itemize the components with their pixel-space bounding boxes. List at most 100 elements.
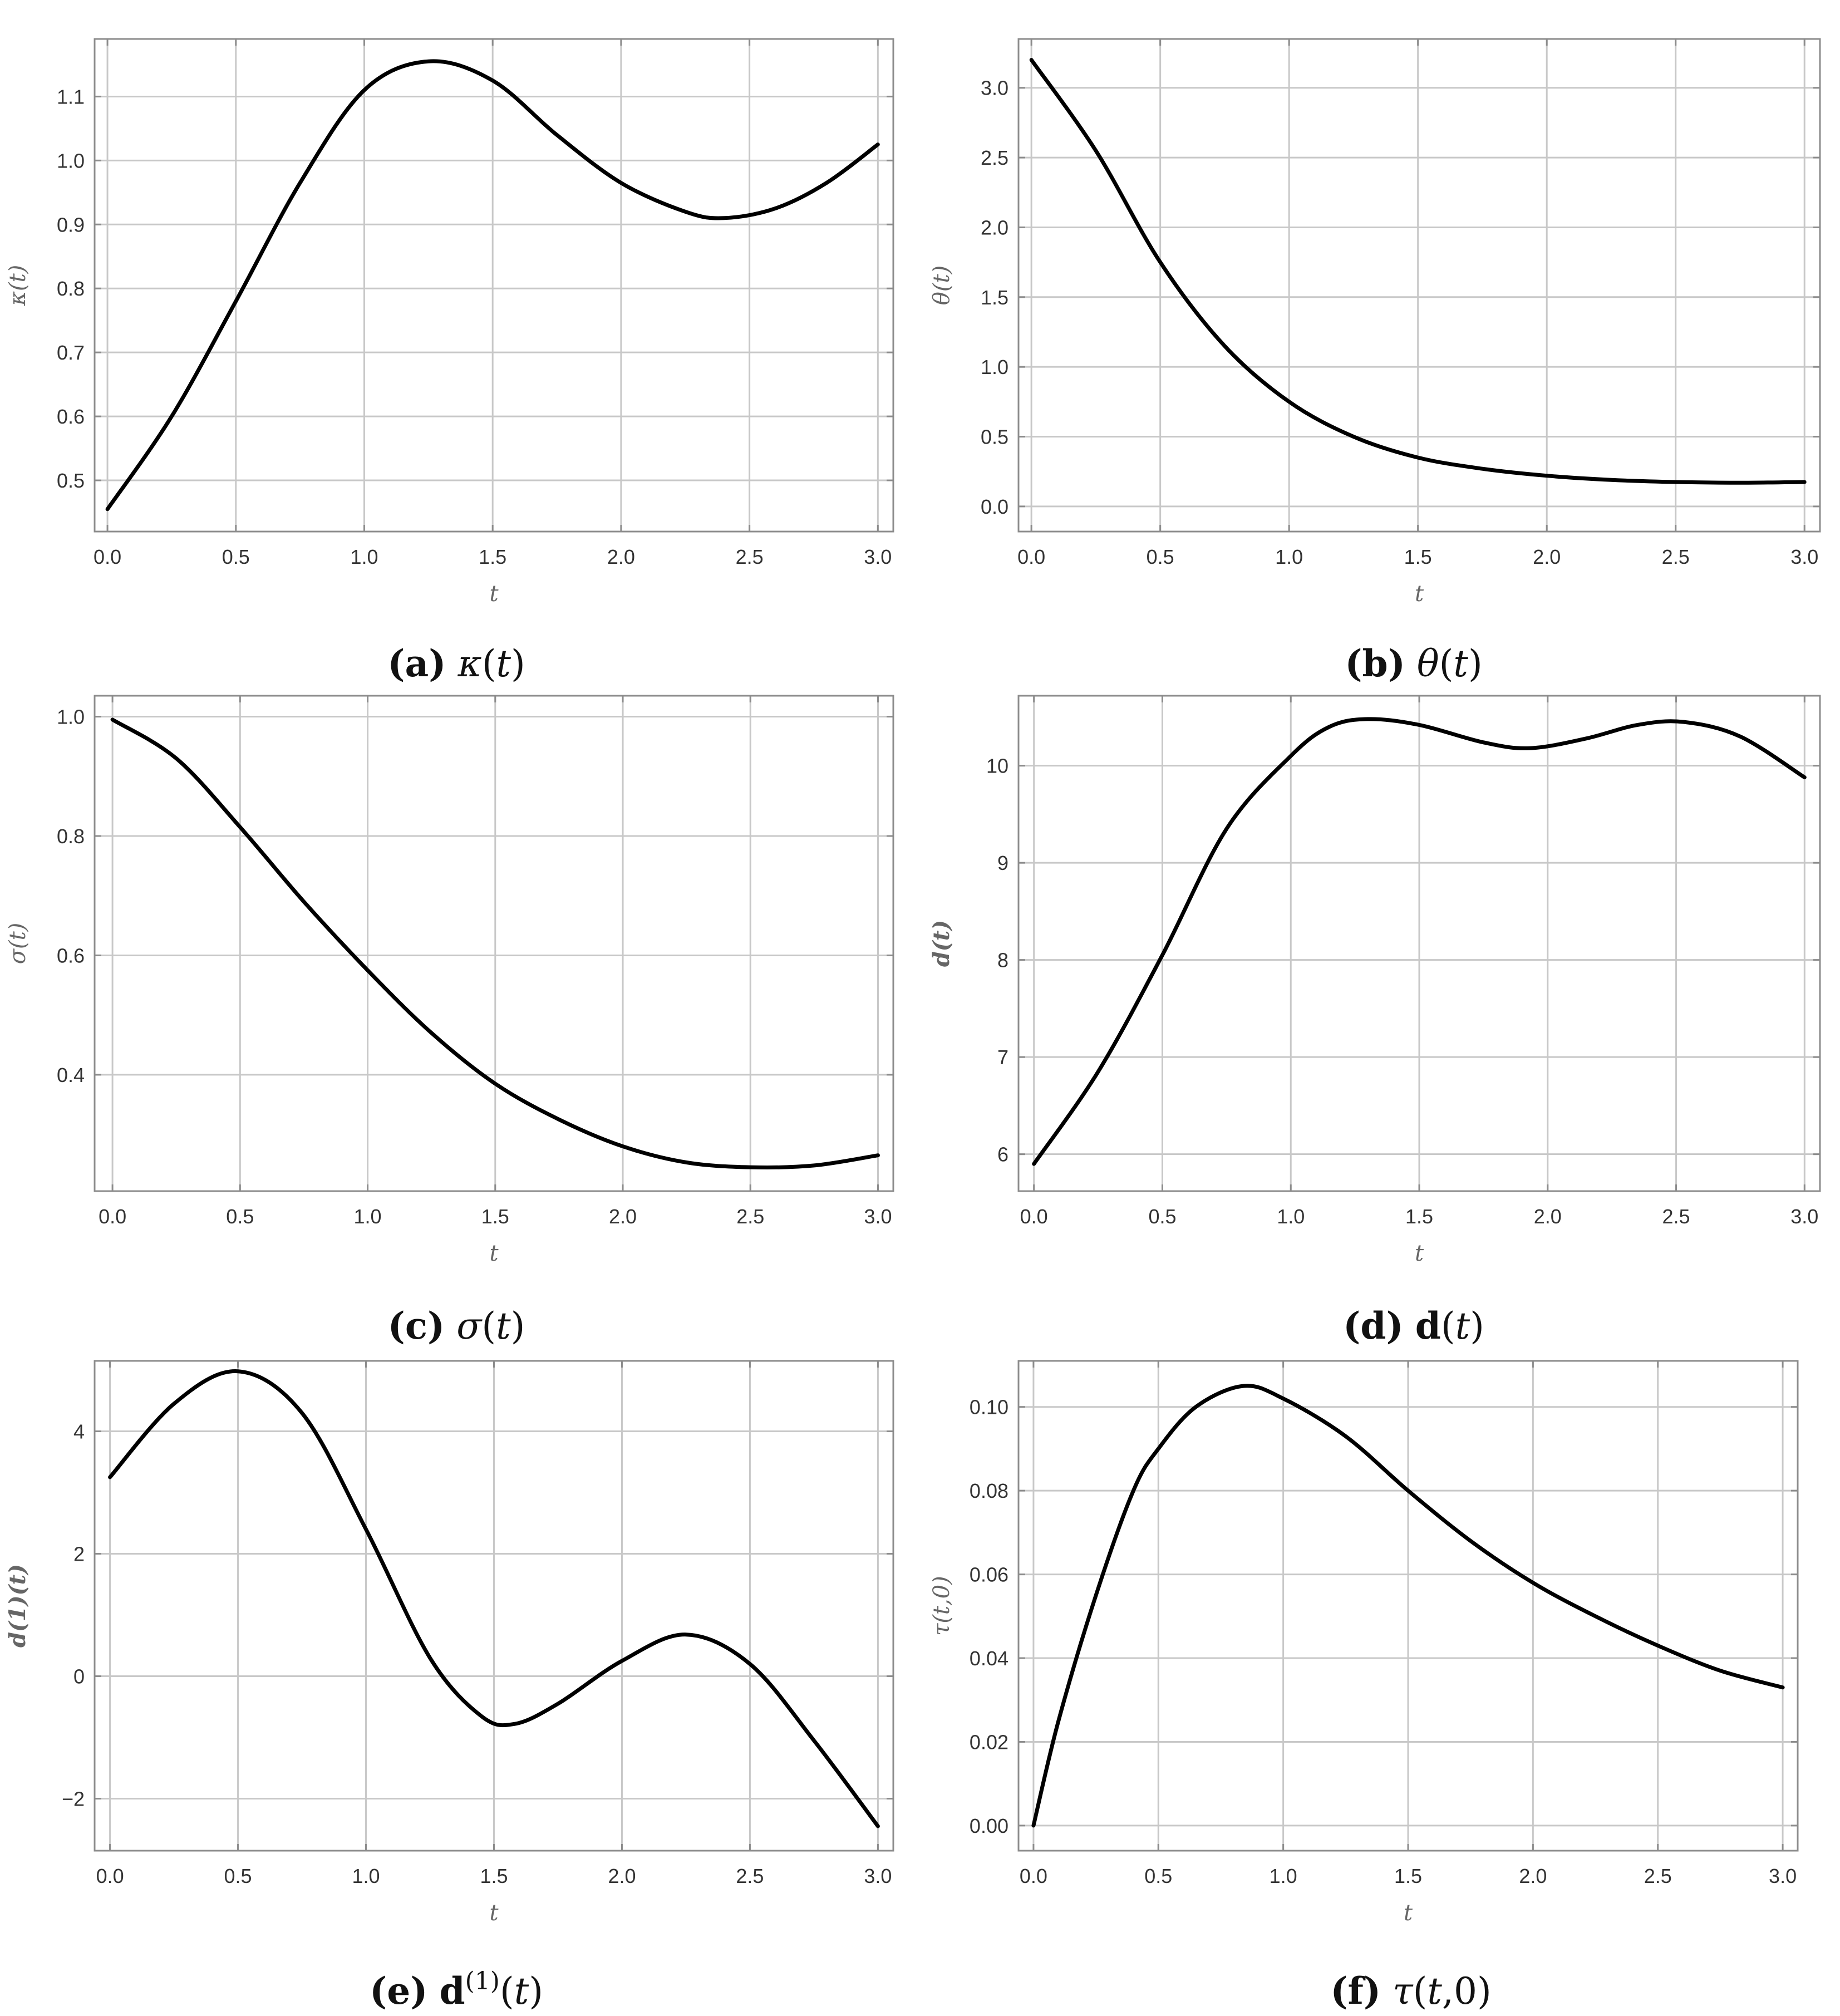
panel-a: 0.0 0.5 1.0 1.5 2.0 2.5 3.0 0.5 0.6 0.7 0.8 0.9 1.0 1… xyxy=(5,38,894,685)
x-tick-label-b-5: 2.5 xyxy=(1662,545,1690,568)
caption-c: (c) σ(t) xyxy=(388,1304,525,1348)
y-axis-title-c: σ(t) xyxy=(5,923,31,965)
x-axis-title-e: t xyxy=(489,1900,499,1926)
caption-math-f: τ(t,0) xyxy=(1393,1970,1492,2013)
x-tick-label-e-6: 3.0 xyxy=(864,1865,892,1887)
series-line-d xyxy=(1032,717,1807,1166)
panel-f: 0.0 0.5 1.0 1.5 2.0 2.5 3.0 0.00 0.02 0.04 0.06 0.0… xyxy=(929,1360,1799,2013)
y-tick-label-f-4: 0.08 xyxy=(970,1479,1008,1502)
y-tick-label-c-1: 0.6 xyxy=(57,944,85,967)
panel-b: 0.0 0.5 1.0 1.5 2.0 2.5 3.0 0.0 0.5 1.0 1.5 2.0 2.5 3… xyxy=(929,38,1821,685)
y-tick-label-b-4: 2.0 xyxy=(981,216,1008,239)
caption-f: (f) τ(t,0) xyxy=(1330,1969,1491,2013)
x-tick-label-b-3: 1.5 xyxy=(1404,545,1432,568)
caption-e: (e) d(1)(t) xyxy=(370,1967,543,2013)
y-tick-label-b-1: 0.5 xyxy=(981,426,1008,449)
x-tick-label-f-1: 0.5 xyxy=(1144,1865,1172,1887)
x-axis-title-a: t xyxy=(489,581,499,607)
x-tick-label-f-2: 1.0 xyxy=(1270,1865,1297,1887)
caption-tag-c: (c) xyxy=(388,1304,445,1348)
y-tick-label-e-0: −2 xyxy=(62,1788,85,1811)
x-tick-label-c-0: 0.0 xyxy=(99,1205,126,1228)
y-axis-title-a: κ(t) xyxy=(5,265,31,307)
y-tick-label-a-6: 1.1 xyxy=(57,85,85,108)
y-axis-title-e: d(1)(t) xyxy=(4,1564,31,1648)
caption-math-e: d(1)(t) xyxy=(439,1967,543,2013)
y-tick-label-d-4: 10 xyxy=(986,755,1008,778)
series-line-b xyxy=(1029,58,1807,485)
x-tick-label-a-1: 0.5 xyxy=(222,545,250,568)
x-tick-label-e-4: 2.0 xyxy=(608,1865,636,1887)
x-tick-label-a-0: 0.0 xyxy=(94,545,121,568)
x-axis-title-c: t xyxy=(489,1241,499,1266)
x-tick-label-e-2: 1.0 xyxy=(352,1865,380,1887)
y-tick-label-b-0: 0.0 xyxy=(981,495,1008,518)
y-tick-label-b-5: 2.5 xyxy=(981,146,1008,169)
caption-b: (b) θ(t) xyxy=(1345,642,1482,685)
y-tick-label-a-3: 0.8 xyxy=(57,277,85,300)
x-axis-title-b: t xyxy=(1415,581,1424,607)
x-tick-label-b-2: 1.0 xyxy=(1275,545,1303,568)
caption-tag-f: (f) xyxy=(1330,1969,1381,2013)
x-tick-label-a-5: 2.5 xyxy=(736,545,764,568)
y-tick-label-e-1: 0 xyxy=(73,1665,85,1688)
y-tick-label-a-5: 1.0 xyxy=(57,149,85,172)
x-tick-label-e-0: 0.0 xyxy=(96,1865,124,1887)
y-axis-title-f: τ(t,0) xyxy=(929,1576,955,1636)
panel-c: 0.0 0.5 1.0 1.5 2.0 2.5 3.00.40.60.81.0tσ(t)(c… xyxy=(5,695,894,1348)
y-tick-label-e-2: 2 xyxy=(73,1543,85,1566)
x-tick-label-d-3: 1.5 xyxy=(1405,1205,1433,1228)
y-tick-label-a-4: 0.9 xyxy=(57,213,85,236)
y-tick-label-c-2: 0.8 xyxy=(57,825,85,848)
y-tick-label-f-1: 0.02 xyxy=(970,1730,1008,1753)
caption-tag-e: (e) xyxy=(370,1969,427,2013)
x-tick-label-c-4: 2.0 xyxy=(609,1205,637,1228)
x-tick-label-b-4: 2.0 xyxy=(1533,545,1561,568)
x-tick-label-b-1: 0.5 xyxy=(1147,545,1174,568)
y-axis-title-d: d(t) xyxy=(928,920,955,967)
x-tick-label-a-6: 3.0 xyxy=(864,545,892,568)
caption-tag-b: (b) xyxy=(1345,642,1405,685)
caption-a: (a) κ(t) xyxy=(387,642,525,685)
x-tick-label-c-3: 1.5 xyxy=(481,1205,509,1228)
x-tick-label-b-6: 3.0 xyxy=(1790,545,1818,568)
x-tick-label-b-0: 0.0 xyxy=(1017,545,1045,568)
x-tick-label-e-5: 2.5 xyxy=(736,1865,764,1887)
plot-frame-b xyxy=(1017,38,1821,533)
x-axis-title-f: t xyxy=(1404,1900,1413,1926)
x-tick-label-c-2: 1.0 xyxy=(354,1205,382,1228)
y-tick-label-b-2: 1.0 xyxy=(981,356,1008,378)
x-tick-label-d-2: 1.0 xyxy=(1277,1205,1305,1228)
caption-math-c: σ(t) xyxy=(456,1305,525,1348)
y-tick-label-e-3: 4 xyxy=(73,1420,85,1443)
y-tick-label-d-1: 7 xyxy=(997,1046,1008,1069)
y-tick-label-c-3: 1.0 xyxy=(57,706,85,729)
x-tick-label-f-6: 3.0 xyxy=(1769,1865,1797,1887)
y-tick-label-f-3: 0.06 xyxy=(970,1563,1008,1586)
y-tick-label-d-0: 6 xyxy=(997,1143,1008,1166)
series-line-a xyxy=(105,59,880,512)
x-tick-label-f-4: 2.0 xyxy=(1519,1865,1547,1887)
y-tick-label-f-2: 0.04 xyxy=(970,1647,1008,1670)
caption-tag-a: (a) xyxy=(387,642,446,685)
x-tick-label-c-5: 2.5 xyxy=(736,1205,764,1228)
y-tick-label-b-6: 3.0 xyxy=(981,77,1008,100)
x-tick-label-e-3: 1.5 xyxy=(480,1865,508,1887)
x-tick-label-f-0: 0.0 xyxy=(1020,1865,1047,1887)
x-tick-label-d-1: 0.5 xyxy=(1148,1205,1176,1228)
x-tick-label-c-1: 0.5 xyxy=(226,1205,254,1228)
plot-frame-a xyxy=(94,38,894,533)
y-tick-label-d-3: 9 xyxy=(997,852,1008,874)
x-tick-label-d-5: 2.5 xyxy=(1662,1205,1690,1228)
x-tick-label-a-4: 2.0 xyxy=(607,545,635,568)
series-line-e xyxy=(108,1369,880,1828)
caption-d: (d) d(t) xyxy=(1343,1304,1484,1348)
plot-frame-c xyxy=(94,695,894,1192)
x-tick-label-f-3: 1.5 xyxy=(1394,1865,1422,1887)
x-tick-label-d-4: 2.0 xyxy=(1534,1205,1562,1228)
y-tick-label-a-0: 0.5 xyxy=(57,469,85,492)
x-axis-title-d: t xyxy=(1415,1241,1424,1266)
